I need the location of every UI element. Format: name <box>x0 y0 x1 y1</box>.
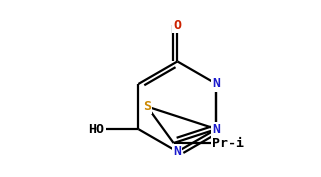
Text: S: S <box>143 100 151 113</box>
Text: N: N <box>213 123 221 136</box>
Text: HO: HO <box>89 123 105 136</box>
Text: Pr-i: Pr-i <box>212 136 244 150</box>
Text: N: N <box>213 78 221 90</box>
Text: N: N <box>173 145 181 158</box>
Text: O: O <box>173 19 181 32</box>
